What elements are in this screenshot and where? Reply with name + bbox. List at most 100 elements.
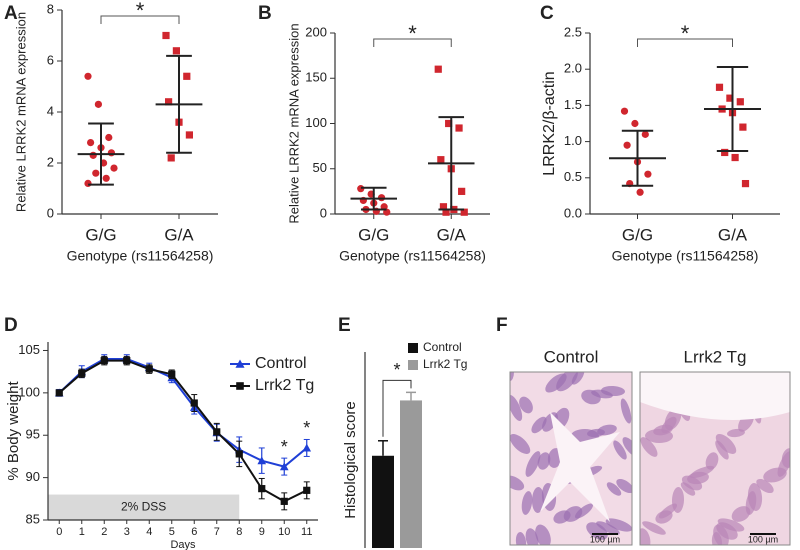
y-tick-label: 0	[47, 205, 54, 220]
crypt	[525, 528, 539, 545]
crypt	[681, 475, 703, 491]
y-tick-label: 1.0	[564, 133, 582, 148]
image-frame	[639, 371, 791, 546]
crypt	[613, 440, 627, 460]
crypt	[596, 521, 620, 535]
data-point	[721, 148, 729, 157]
data-point	[185, 131, 193, 139]
legend-label: Control	[255, 355, 307, 372]
shade-region	[48, 494, 240, 520]
crypt	[727, 428, 745, 438]
bar	[400, 400, 422, 548]
data-point	[279, 462, 289, 471]
crypt	[658, 503, 678, 519]
data-point	[460, 208, 468, 216]
category-label: G/A	[718, 225, 748, 244]
data-point	[641, 130, 649, 138]
data-point	[636, 188, 644, 196]
x-axis-title: Genotype (rs11564258)	[612, 248, 759, 264]
x-tick-label: 10	[278, 526, 290, 538]
lumen	[540, 412, 620, 522]
data-point	[165, 98, 173, 106]
panel-letter: E	[338, 315, 351, 336]
y-tick-label: 200	[305, 24, 327, 39]
crypt	[525, 451, 541, 477]
y-tick-label: 8	[47, 1, 54, 16]
y-tick-label: 95	[26, 427, 40, 442]
lumen	[640, 372, 790, 420]
data-point	[55, 389, 63, 397]
data-point	[736, 98, 744, 106]
crypt	[689, 465, 715, 479]
data-point	[84, 179, 92, 187]
y-axis-title: Relative LRRK2 mRNA expression	[13, 12, 28, 212]
series-line	[58, 357, 308, 468]
x-axis-title: Genotype (rs11564258)	[67, 248, 214, 264]
y-tick-label: 2.0	[564, 61, 582, 76]
data-point	[620, 107, 629, 115]
crypt	[640, 528, 651, 545]
histology-image	[640, 372, 790, 545]
crypt	[535, 524, 551, 545]
crypt	[620, 398, 632, 424]
crypt	[713, 524, 729, 545]
series-line	[58, 359, 308, 503]
y-tick-label: 105	[18, 342, 40, 357]
category-label: G/G	[85, 225, 116, 244]
crypt	[515, 532, 527, 545]
category-label: G/G	[622, 225, 653, 244]
data-point	[172, 47, 180, 55]
crypt	[531, 487, 545, 513]
histology-image	[510, 372, 632, 545]
data-point	[107, 149, 115, 157]
significance-bracket	[382, 379, 412, 437]
significance-bracket	[373, 38, 452, 47]
crypt	[747, 483, 763, 511]
crypt	[642, 521, 666, 535]
x-tick-label: 4	[146, 526, 152, 538]
y-tick-label: 4	[47, 103, 54, 118]
annotation: *	[303, 418, 310, 438]
data-point	[235, 450, 243, 458]
crypt	[705, 452, 719, 470]
y-tick-label: 2.5	[564, 24, 582, 39]
data-point	[623, 141, 631, 149]
legend-swatch	[408, 343, 418, 353]
data-point	[110, 164, 118, 172]
y-tick-label: 100	[18, 384, 40, 399]
crypt	[537, 452, 551, 470]
panel-letter: A	[4, 3, 18, 24]
crypt	[605, 518, 632, 532]
crypt	[601, 385, 625, 397]
data-point	[726, 94, 734, 102]
data-point	[644, 170, 652, 178]
y-tick-label: 85	[26, 511, 40, 526]
y-tick-label: 0.5	[564, 169, 582, 184]
x-tick-label: 11	[301, 526, 312, 538]
data-point	[458, 187, 466, 195]
x-tick-label: 6	[191, 526, 197, 538]
crypt	[622, 437, 632, 457]
data-point	[102, 174, 110, 182]
crypt	[715, 433, 737, 455]
panel-letter: B	[258, 3, 272, 24]
data-point	[439, 203, 448, 211]
significance-bracket	[637, 38, 733, 47]
data-point	[258, 485, 266, 493]
y-axis-title: LRRK2/β-actin	[541, 71, 558, 175]
x-tick-label: 0	[56, 526, 62, 538]
crypt	[556, 372, 578, 392]
y-axis-title: Relative LRRK2 mRNA expression	[286, 23, 301, 223]
crypt	[731, 506, 751, 522]
data-point	[445, 119, 453, 128]
legend-marker	[236, 382, 244, 390]
data-point	[731, 153, 739, 162]
data-point	[302, 443, 312, 452]
scale-bar-label: 100 µm	[590, 534, 620, 544]
data-point	[190, 399, 198, 407]
y-tick-label: 0.0	[564, 205, 582, 220]
data-point	[437, 156, 445, 164]
data-point	[631, 119, 639, 128]
y-tick-label: 2	[47, 154, 54, 169]
data-point	[87, 139, 95, 147]
